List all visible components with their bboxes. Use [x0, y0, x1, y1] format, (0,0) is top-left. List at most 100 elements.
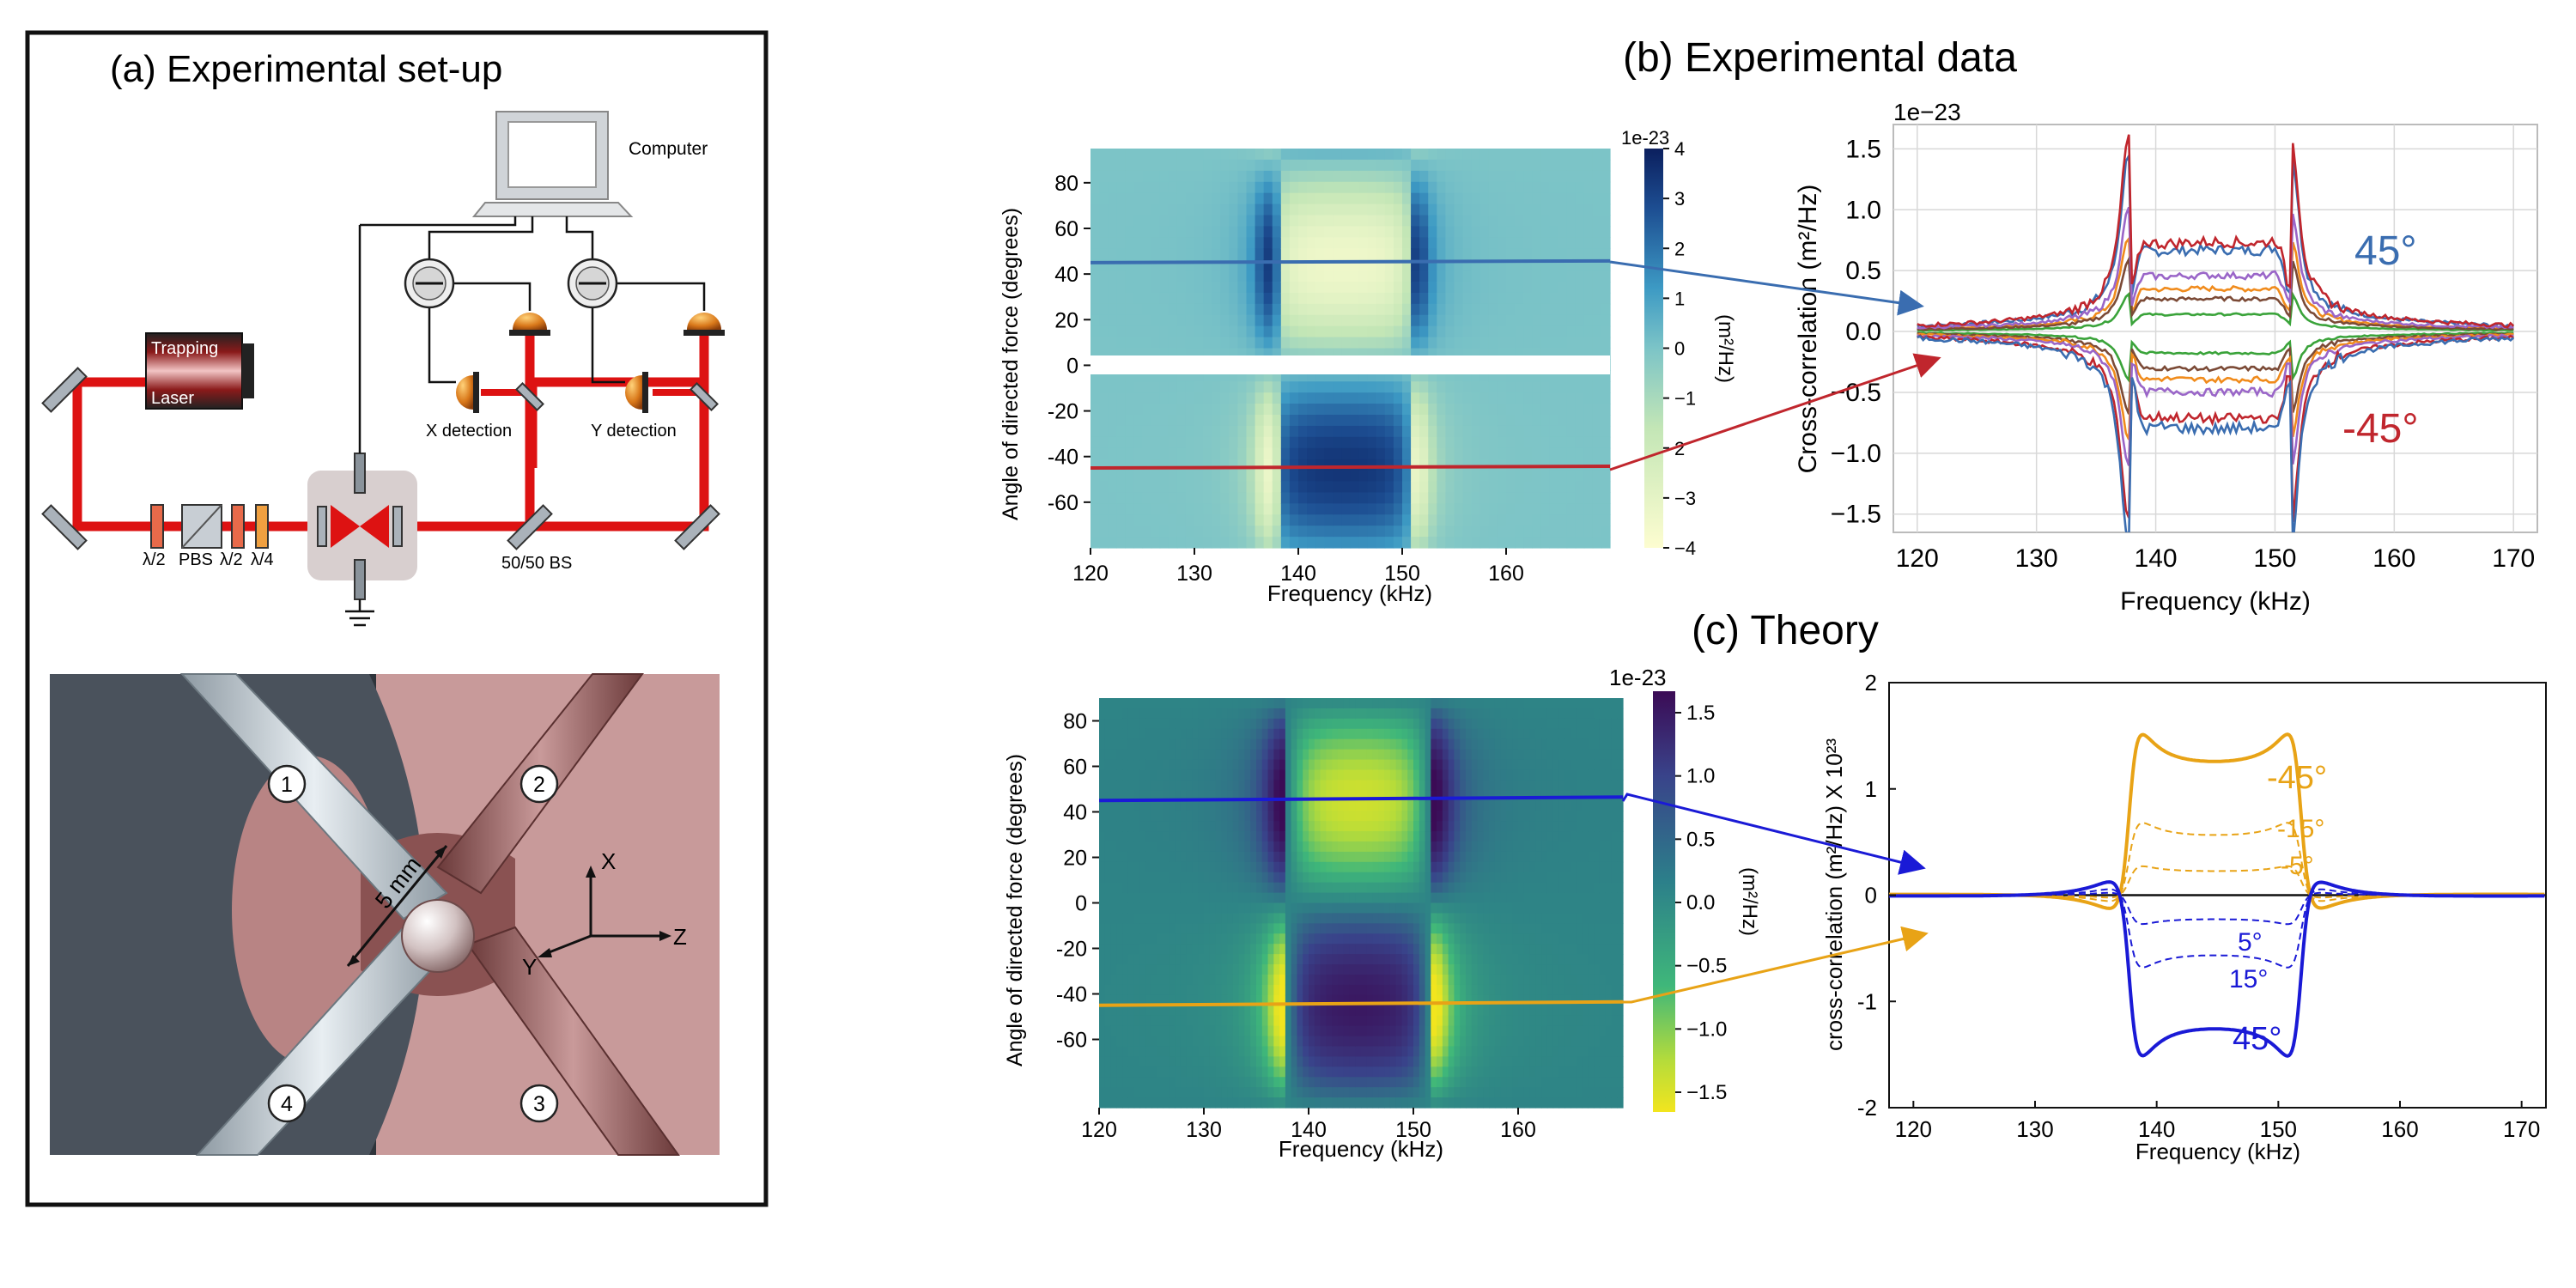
exp-heatmap-cell — [1289, 337, 1299, 349]
theory-heatmap-cell — [1337, 811, 1345, 822]
panel-a: (a) Experimental set-up Trapping Laser — [25, 30, 769, 1207]
exp-heatmap-cell — [1471, 503, 1481, 515]
exp-heatmap-cell — [1324, 270, 1334, 283]
theory-heatmap-cell — [1425, 882, 1431, 894]
theory-heatmap-cell — [1169, 944, 1176, 955]
theory-heatmap-cell — [1291, 811, 1298, 822]
theory-heatmap-cell — [1227, 902, 1234, 914]
exp-heatmap-cell — [1133, 159, 1144, 172]
exp-heatmap-cell — [1540, 492, 1551, 504]
theory-heatmap-cell — [1372, 1036, 1379, 1048]
theory-heatmap-cell — [1303, 1015, 1309, 1027]
theory-heatmap-cell — [1314, 913, 1321, 924]
theory-heatmap-cell — [1309, 882, 1315, 894]
exp-heatmap-cell — [1159, 481, 1170, 494]
exp-heatmap-cell — [1298, 503, 1308, 515]
theory-heatmap-cell — [1372, 1066, 1379, 1078]
theory-heatmap-cell — [1198, 790, 1205, 801]
theory-heatmap-cell — [1169, 769, 1176, 781]
theory-heatmap-cell — [1366, 974, 1374, 986]
exp-heatmap-cell — [1289, 226, 1299, 238]
theory-heatmap-cell — [1250, 1036, 1257, 1048]
exp-heatmap-cell — [1159, 381, 1170, 393]
theory-heatmap-cell — [1378, 872, 1385, 884]
exp-heatmap-cell — [1333, 314, 1343, 327]
exp-heatmap-cell — [1185, 192, 1195, 205]
exp-heatmap-cell — [1540, 392, 1551, 404]
exp-heatmap-cell — [1272, 481, 1282, 494]
theory-heatmap-cell — [1133, 718, 1141, 730]
theory-heatmap-cell — [1349, 1066, 1356, 1078]
exp-heatmap-cell — [1523, 282, 1533, 294]
theory-heatmap-cell — [1104, 902, 1112, 914]
exp-heatmap-cell — [1515, 237, 1524, 249]
theory-heatmap-cell — [1477, 1025, 1484, 1037]
theory-heatmap-cell — [1261, 923, 1269, 934]
theory-heatmap-cell — [1250, 913, 1257, 924]
exp-heatmap-cell — [1367, 248, 1377, 260]
exp-heatmap-cell — [1341, 459, 1352, 471]
theory-heatmap-cell — [1192, 1066, 1199, 1078]
exp-heatmap-cell — [1384, 470, 1394, 483]
exp-heatmap-cell — [1246, 159, 1256, 172]
theory-heatmap-cell — [1395, 780, 1403, 791]
exp-heatmap-cell — [1159, 348, 1170, 361]
exp-heatmap-cell — [1151, 337, 1161, 349]
exp-heatmap-cell — [1393, 337, 1403, 349]
theory-heatmap-cell — [1116, 994, 1123, 1006]
theory-heatmap-cell — [1355, 728, 1362, 740]
theory-heatmap-cell — [1209, 872, 1217, 884]
exp-heatmap-cell — [1462, 503, 1473, 515]
exp-heatmap-cell — [1341, 192, 1352, 205]
theory-heatmap-cell — [1133, 944, 1141, 955]
theory-heatmap-cell — [1389, 913, 1397, 924]
theory-heatmap-cell — [1349, 933, 1356, 945]
exp-heatmap-cell — [1506, 270, 1516, 283]
theory-heatmap-cell — [1238, 698, 1246, 709]
exp-heatmap-cell — [1133, 303, 1144, 316]
theory-heatmap-cell — [1122, 1015, 1129, 1027]
theory-heatmap-cell — [1157, 913, 1164, 924]
theory-heatmap-cell — [1169, 831, 1176, 842]
theory-heatmap-cell — [1145, 708, 1152, 720]
theory-heatmap-cell — [1337, 800, 1345, 811]
exp-heatmap-cell — [1151, 292, 1161, 305]
theory-heatmap-cell — [1303, 821, 1309, 832]
theory-heatmap-cell — [1163, 841, 1170, 853]
exp-heatmap-cell — [1393, 447, 1403, 460]
exp-heatmap-cell — [1212, 526, 1221, 538]
exp-heatmap-cell — [1549, 503, 1559, 515]
exp-heatmap-cell — [1402, 192, 1412, 205]
theory-heatmap-cell — [1389, 923, 1397, 934]
exp-heatmap-cell — [1133, 404, 1144, 416]
exp-heatmap-cell — [1350, 215, 1360, 228]
exp-heatmap-cell — [1497, 325, 1507, 338]
theory-heatmap-cell — [1145, 954, 1152, 965]
theory-heatmap-cell — [1337, 759, 1345, 771]
theory-heatmap-cell — [1099, 913, 1106, 924]
theory-heatmap-cell — [1157, 954, 1164, 965]
theory-heatmap-cell — [1133, 1005, 1141, 1017]
theory-heatmap-cell — [1232, 728, 1240, 740]
theory-heatmap-cell — [1460, 1077, 1467, 1088]
theory-heatmap-cell — [1401, 708, 1408, 720]
exp-heatmap-cell — [1350, 392, 1360, 404]
exp-heatmap-cell — [1203, 259, 1212, 271]
theory-heatmap-cell — [1127, 698, 1135, 709]
theory-heatmap-cell — [1297, 933, 1303, 945]
theory-heatmap-cell — [1285, 944, 1292, 955]
exp-heatmap-cell — [1176, 370, 1187, 382]
theory-heatmap-cell — [1139, 902, 1146, 914]
theory-heatmap-cell — [1355, 790, 1362, 801]
theory-heatmap-cell — [1127, 1005, 1135, 1017]
exp-heatmap-cell — [1419, 415, 1429, 427]
theory-heatmap-cell — [1099, 698, 1106, 709]
exp-heatmap-cell — [1506, 526, 1516, 538]
exp-heatmap-cell — [1133, 447, 1144, 460]
exp-heatmap-cell — [1108, 447, 1117, 460]
theory-heatmap-cell — [1332, 831, 1339, 842]
theory-heatmap-cell — [1431, 902, 1437, 914]
exp-heatmap-cell — [1289, 459, 1299, 471]
exp-heatmap-cell — [1229, 292, 1239, 305]
exp-lines-ytick-label: −1.5 — [1831, 501, 1881, 529]
